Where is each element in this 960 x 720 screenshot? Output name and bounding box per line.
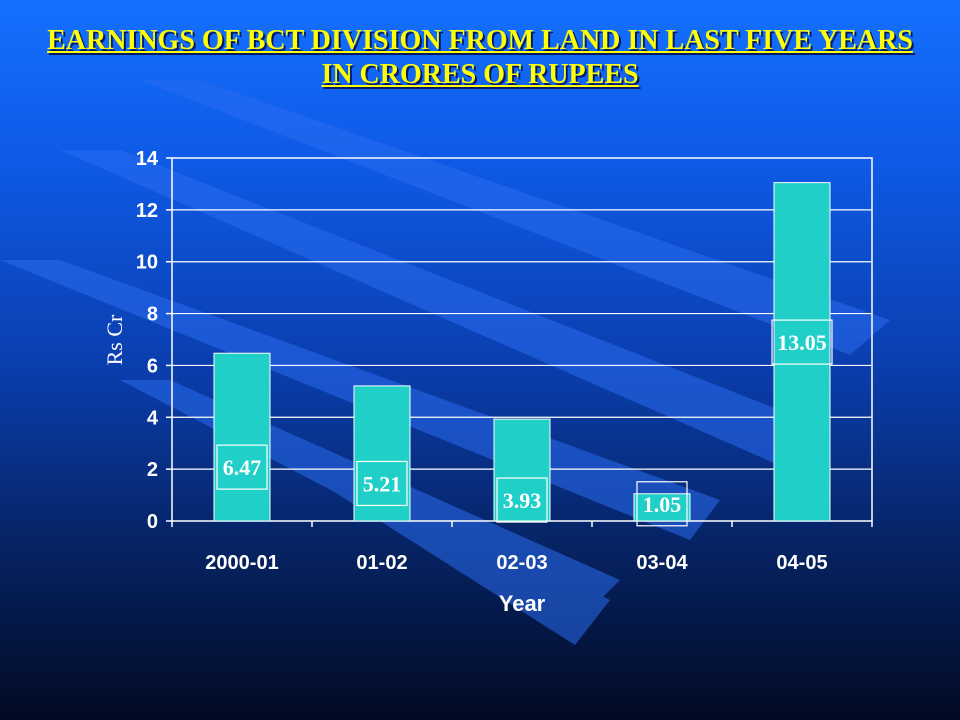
x-tick-label: 04-05 — [776, 552, 827, 574]
y-tick-label: 0 — [147, 511, 158, 533]
bar-01-02 — [353, 385, 411, 522]
x-tick-label: 2000-01 — [205, 552, 278, 574]
data-label: 3.93 — [503, 488, 542, 513]
x-axis-title: Year — [499, 591, 546, 616]
y-tick-label: 14 — [136, 148, 159, 170]
data-label: 13.05 — [777, 330, 827, 355]
y-tick-label: 6 — [147, 355, 158, 377]
data-label-box — [356, 460, 408, 507]
x-tick-label: 02-03 — [496, 552, 547, 574]
y-tick-label: 4 — [147, 407, 159, 429]
bar-03-04 — [633, 493, 691, 522]
y-tick-label: 8 — [147, 304, 158, 326]
bar-04-05 — [773, 182, 831, 522]
data-label: 6.47 — [223, 455, 262, 480]
bars: 6.47 5.21 3.93 1.05 13.05 — [213, 182, 833, 527]
data-label: 1.05 — [643, 492, 682, 517]
x-tick-label: 03-04 — [636, 552, 688, 574]
y-axis: 0 2 4 6 8 10 12 14 — [136, 148, 172, 533]
data-label-box — [216, 444, 268, 490]
data-label-box — [496, 477, 548, 523]
data-label: 5.21 — [363, 471, 402, 496]
y-axis-title: Rs Cr — [102, 314, 127, 365]
bar-02-03 — [493, 418, 551, 522]
y-tick-label: 2 — [147, 459, 158, 481]
bar-2000-01 — [213, 352, 271, 522]
data-label-box — [771, 319, 833, 365]
data-label-box — [636, 481, 688, 527]
y-tick-label: 12 — [136, 200, 158, 222]
x-tick-label: 01-02 — [356, 552, 407, 574]
y-tick-label: 10 — [136, 252, 158, 274]
x-axis: 2000-01 01-02 02-03 03-04 04-05 — [171, 521, 873, 574]
page-title: EARNINGS OF BCT DIVISION FROM LAND IN LA… — [47, 25, 913, 90]
